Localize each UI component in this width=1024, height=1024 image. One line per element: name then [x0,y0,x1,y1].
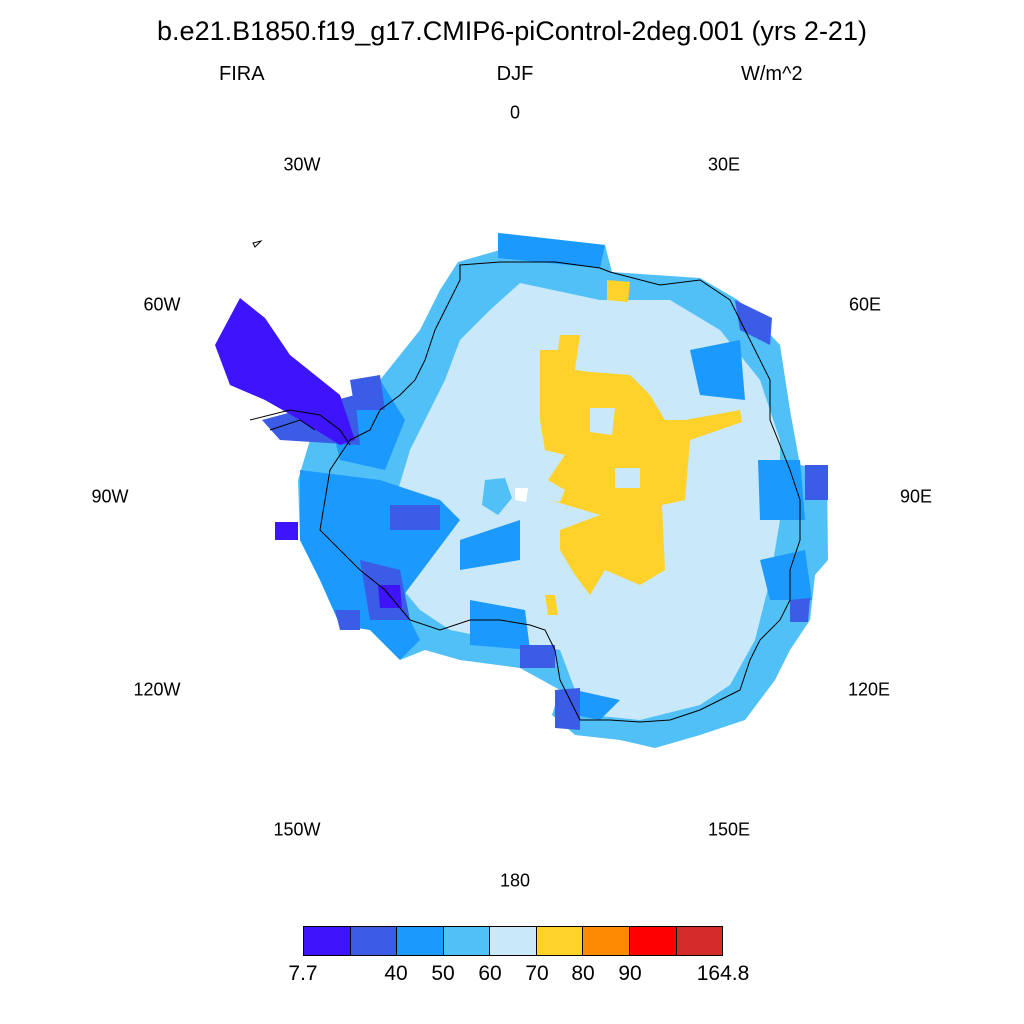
colorbar-bin-8 [629,926,677,956]
warm-interior-region [540,280,742,615]
colorbar-bin-7 [583,926,630,956]
colorbar-label-40: 40 [384,962,408,985]
colorbar-label-90: 90 [618,962,642,985]
lon-label-120w: 120W [133,679,181,700]
pole-feature [482,478,528,515]
season-label: DJF [496,63,534,85]
lon-label-90w: 90W [91,486,129,507]
colorbar-bin-4 [443,926,491,956]
warm-holes [548,408,640,502]
units-label: W/m^2 [741,63,803,85]
colorbar-bin-2 [350,926,398,956]
coastline [319,261,801,723]
lon-label-60w: 60W [143,294,181,315]
colorbar [303,926,724,956]
island-outline [252,240,263,248]
colorbar-label-70: 70 [525,962,549,985]
lon-label-180: 180 [499,870,531,891]
lon-label-120e: 120E [847,679,891,700]
peninsula-coast [249,409,351,446]
colorbar-bin-5 [490,926,537,956]
lon-label-90e: 90E [899,486,933,507]
lon-label-150e: 150E [707,819,751,840]
colorbar-label-80: 80 [571,962,595,985]
colorbar-label-60: 60 [478,962,502,985]
colorbar-label-50: 50 [431,962,455,985]
colorbar-bin-6 [536,926,584,956]
colorbar-bin-3 [397,926,444,956]
colorbar-bin-9 [676,926,724,956]
lon-label-30w: 30W [283,154,321,175]
variable-label: FIRA [219,63,265,85]
lon-label-30e: 30E [707,154,741,175]
colorbar-label-max: 164.8 [696,962,750,985]
lon-label-60e: 60E [848,294,882,315]
plot-title: b.e21.B1850.f19_g17.CMIP6-piControl-2deg… [157,16,867,46]
colorbar-label-min: 7.7 [288,962,318,985]
colorbar-bin-1 [303,926,351,956]
lon-label-0: 0 [509,102,521,123]
lon-label-150w: 150W [273,819,321,840]
